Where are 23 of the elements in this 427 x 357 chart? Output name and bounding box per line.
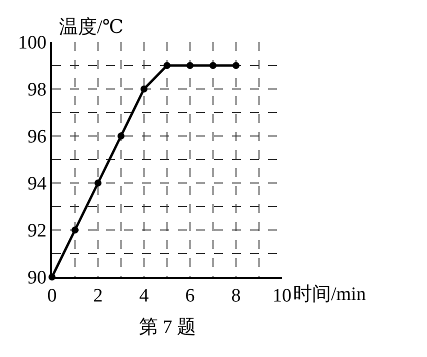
y-tick-label: 94 <box>27 174 47 195</box>
x-tick-label: 0 <box>47 286 57 307</box>
text: 第 7 题 <box>139 317 196 338</box>
y-tick-label: 96 <box>27 126 46 148</box>
point <box>94 180 102 186</box>
x-tick-label: 2 <box>93 286 103 307</box>
x-axis-title: 时间/min <box>293 284 366 305</box>
point <box>118 132 124 140</box>
y-tick-label: 92 <box>27 220 46 242</box>
x-tick-label: 4 <box>139 286 150 307</box>
y-axis-title: 温度/℃ <box>59 16 124 38</box>
point <box>140 86 148 92</box>
x-tick-label: 10 <box>272 286 292 307</box>
point <box>72 226 78 234</box>
point <box>232 62 240 69</box>
y-tick-label: 98 <box>27 80 46 101</box>
point <box>186 62 194 69</box>
y-tick-label: 90 <box>27 268 46 289</box>
point <box>164 62 170 69</box>
x-tick-label: 8 <box>231 286 241 307</box>
x-tick-label: 6 <box>185 286 195 307</box>
y-tick-label: 100 <box>18 32 46 54</box>
point <box>210 62 216 69</box>
